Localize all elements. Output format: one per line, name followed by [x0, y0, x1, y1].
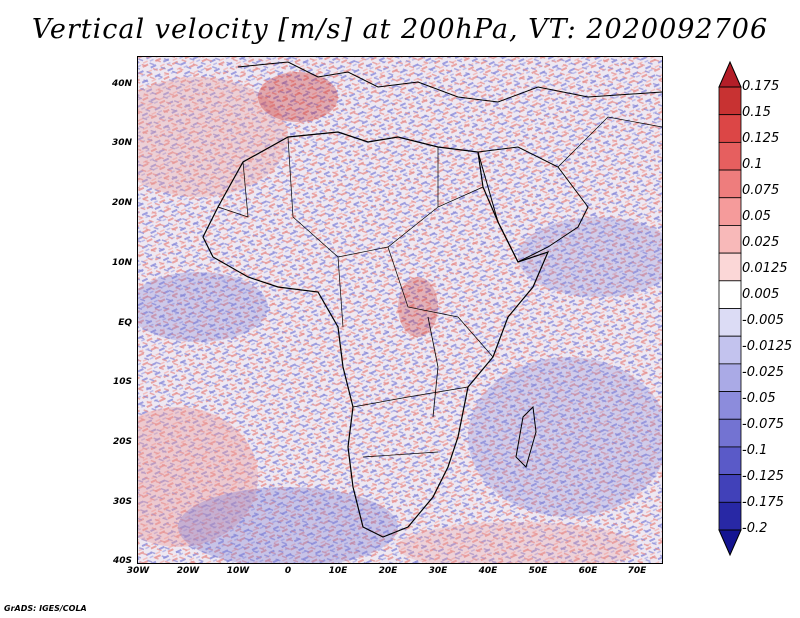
- colorbar: [718, 60, 742, 557]
- colorbar-label: -0.005: [742, 313, 784, 328]
- longitude-label: 50E: [528, 566, 548, 576]
- colorbar-label: -0.05: [742, 391, 776, 406]
- credit-text: GrADS: IGES/COLA: [4, 604, 87, 613]
- latitude-label: 30N: [111, 138, 132, 148]
- colorbar-label: 0.05: [742, 209, 771, 224]
- colorbar-swatch: [718, 197, 742, 226]
- colorbar-swatch: [718, 308, 742, 337]
- latitude-label: 40S: [112, 556, 132, 566]
- colorbar-swatch: [718, 335, 742, 365]
- colorbar-swatch: [718, 252, 742, 282]
- longitude-label: 20W: [176, 566, 200, 576]
- latitude-label: EQ: [118, 318, 132, 328]
- longitude-label: 30E: [428, 566, 448, 576]
- colorbar-swatch: [718, 501, 742, 531]
- colorbar-swatch: [718, 114, 742, 143]
- colorbar-swatch: [718, 225, 742, 254]
- longitude-label: 30W: [126, 566, 150, 576]
- longitude-label: 20E: [378, 566, 398, 576]
- colorbar-label: -0.125: [742, 469, 784, 484]
- colorbar-swatch: [718, 280, 742, 309]
- colorbar-label: -0.175: [742, 495, 784, 510]
- chart-title: Vertical velocity [m/s] at 200hPa, VT: 2…: [31, 14, 769, 45]
- colorbar-label: -0.075: [742, 417, 784, 432]
- colorbar-swatch: [718, 418, 742, 448]
- map-plot-area: [137, 56, 663, 564]
- latitude-label: 10N: [111, 258, 132, 268]
- longitude-label: 10E: [328, 566, 348, 576]
- colorbar-label: -0.0125: [742, 339, 793, 354]
- colorbar-swatch: [718, 86, 742, 116]
- colorbar-swatch: [718, 446, 742, 476]
- colorbar-label: 0.0125: [742, 261, 788, 276]
- colorbar-swatch: [718, 363, 742, 392]
- colorbar-swatch: [718, 474, 742, 503]
- colorbar-label: 0.005: [742, 287, 780, 302]
- longitude-label: 60E: [578, 566, 598, 576]
- colorbar-max-arrow: [718, 60, 742, 88]
- longitude-label: 40E: [478, 566, 498, 576]
- colorbar-label: 0.075: [742, 183, 780, 198]
- colorbar-label: 0.125: [742, 131, 780, 146]
- colorbar-label: 0.15: [742, 105, 771, 120]
- latitude-label: 10S: [112, 377, 132, 387]
- velocity-field-map: [138, 57, 662, 563]
- latitude-label: 20N: [111, 198, 132, 208]
- longitude-label: 10W: [226, 566, 250, 576]
- longitude-label: 0: [284, 566, 292, 576]
- colorbar-label: 0.1: [742, 157, 763, 172]
- latitude-label: 30S: [112, 497, 132, 507]
- latitude-label: 20S: [112, 437, 132, 447]
- colorbar-label: 0.175: [742, 79, 780, 94]
- colorbar-min-arrow: [718, 529, 742, 557]
- longitude-label: 70E: [627, 566, 647, 576]
- latitude-label: 40N: [111, 79, 132, 89]
- colorbar-swatch: [718, 141, 742, 171]
- colorbar-swatch: [718, 391, 742, 420]
- colorbar-label: -0.1: [742, 443, 768, 458]
- colorbar-swatch: [718, 169, 742, 199]
- colorbar-label: -0.2: [742, 521, 768, 536]
- colorbar-label: 0.025: [742, 235, 780, 250]
- colorbar-label: -0.025: [742, 365, 784, 380]
